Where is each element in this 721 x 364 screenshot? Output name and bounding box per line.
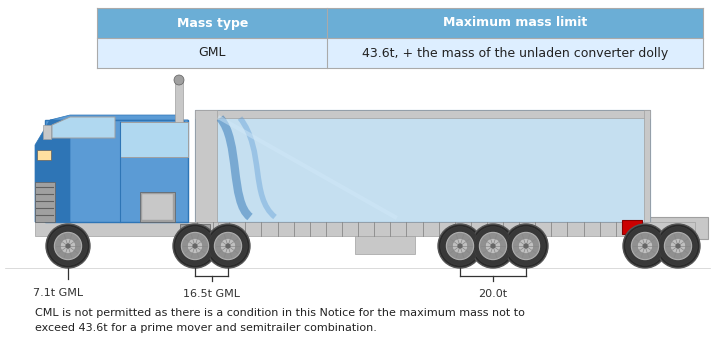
Circle shape: [446, 232, 474, 260]
Text: Maximum mass limit: Maximum mass limit: [443, 16, 588, 29]
Circle shape: [513, 232, 539, 260]
Circle shape: [206, 224, 250, 268]
Circle shape: [642, 244, 647, 249]
Text: 20.0t: 20.0t: [479, 289, 508, 299]
Circle shape: [507, 227, 545, 265]
Circle shape: [208, 227, 247, 265]
Circle shape: [490, 244, 495, 249]
Circle shape: [632, 232, 659, 260]
Circle shape: [637, 238, 653, 254]
Text: 7.1t GML: 7.1t GML: [33, 288, 83, 298]
Circle shape: [479, 232, 507, 260]
Circle shape: [193, 244, 198, 249]
Circle shape: [214, 232, 242, 260]
Bar: [640, 225, 644, 233]
Text: 43.6t, + the mass of the unladen converter dolly: 43.6t, + the mass of the unladen convert…: [362, 47, 668, 59]
Circle shape: [441, 227, 479, 265]
Circle shape: [61, 238, 76, 254]
Text: CML is not permitted as there is a condition in this Notice for the maximum mass: CML is not permitted as there is a condi…: [35, 308, 525, 318]
Circle shape: [626, 227, 664, 265]
Bar: [195, 110, 217, 222]
Circle shape: [48, 227, 87, 265]
Circle shape: [523, 244, 528, 249]
Text: exceed 43.6t for a prime mover and semitrailer combination.: exceed 43.6t for a prime mover and semit…: [35, 323, 377, 333]
Text: Mass type: Mass type: [177, 16, 248, 29]
Bar: [97, 38, 703, 68]
Bar: [175, 80, 183, 122]
Circle shape: [676, 244, 681, 249]
Circle shape: [226, 244, 231, 249]
Circle shape: [671, 238, 686, 254]
Circle shape: [485, 238, 500, 254]
Bar: [120, 122, 188, 157]
Circle shape: [518, 238, 534, 254]
Circle shape: [623, 224, 667, 268]
Circle shape: [438, 224, 482, 268]
Bar: [644, 110, 650, 222]
Circle shape: [187, 238, 203, 254]
Bar: [37, 150, 51, 160]
Bar: [195, 110, 650, 222]
Bar: [35, 222, 218, 236]
Bar: [640, 217, 708, 239]
Text: GML: GML: [199, 47, 226, 59]
Bar: [195, 110, 650, 118]
Bar: [97, 8, 703, 38]
Circle shape: [504, 224, 548, 268]
Circle shape: [471, 224, 515, 268]
Polygon shape: [52, 117, 115, 138]
Bar: [35, 182, 55, 222]
Circle shape: [66, 244, 71, 249]
Circle shape: [659, 227, 697, 265]
Circle shape: [174, 75, 184, 85]
Circle shape: [452, 238, 468, 254]
Circle shape: [474, 227, 513, 265]
Bar: [140, 192, 175, 222]
Bar: [355, 236, 415, 254]
Circle shape: [46, 224, 90, 268]
Circle shape: [664, 232, 691, 260]
Text: 16.5t GML: 16.5t GML: [183, 289, 240, 299]
Bar: [622, 220, 642, 234]
Polygon shape: [50, 115, 188, 125]
Bar: [142, 194, 173, 220]
Circle shape: [457, 244, 463, 249]
Circle shape: [182, 232, 208, 260]
Circle shape: [176, 227, 214, 265]
Bar: [180, 224, 210, 236]
Bar: [185, 222, 695, 236]
Bar: [45, 120, 188, 222]
Circle shape: [54, 232, 81, 260]
Circle shape: [173, 224, 217, 268]
Circle shape: [656, 224, 700, 268]
Polygon shape: [35, 120, 70, 222]
Bar: [43, 125, 51, 139]
Circle shape: [221, 238, 236, 254]
